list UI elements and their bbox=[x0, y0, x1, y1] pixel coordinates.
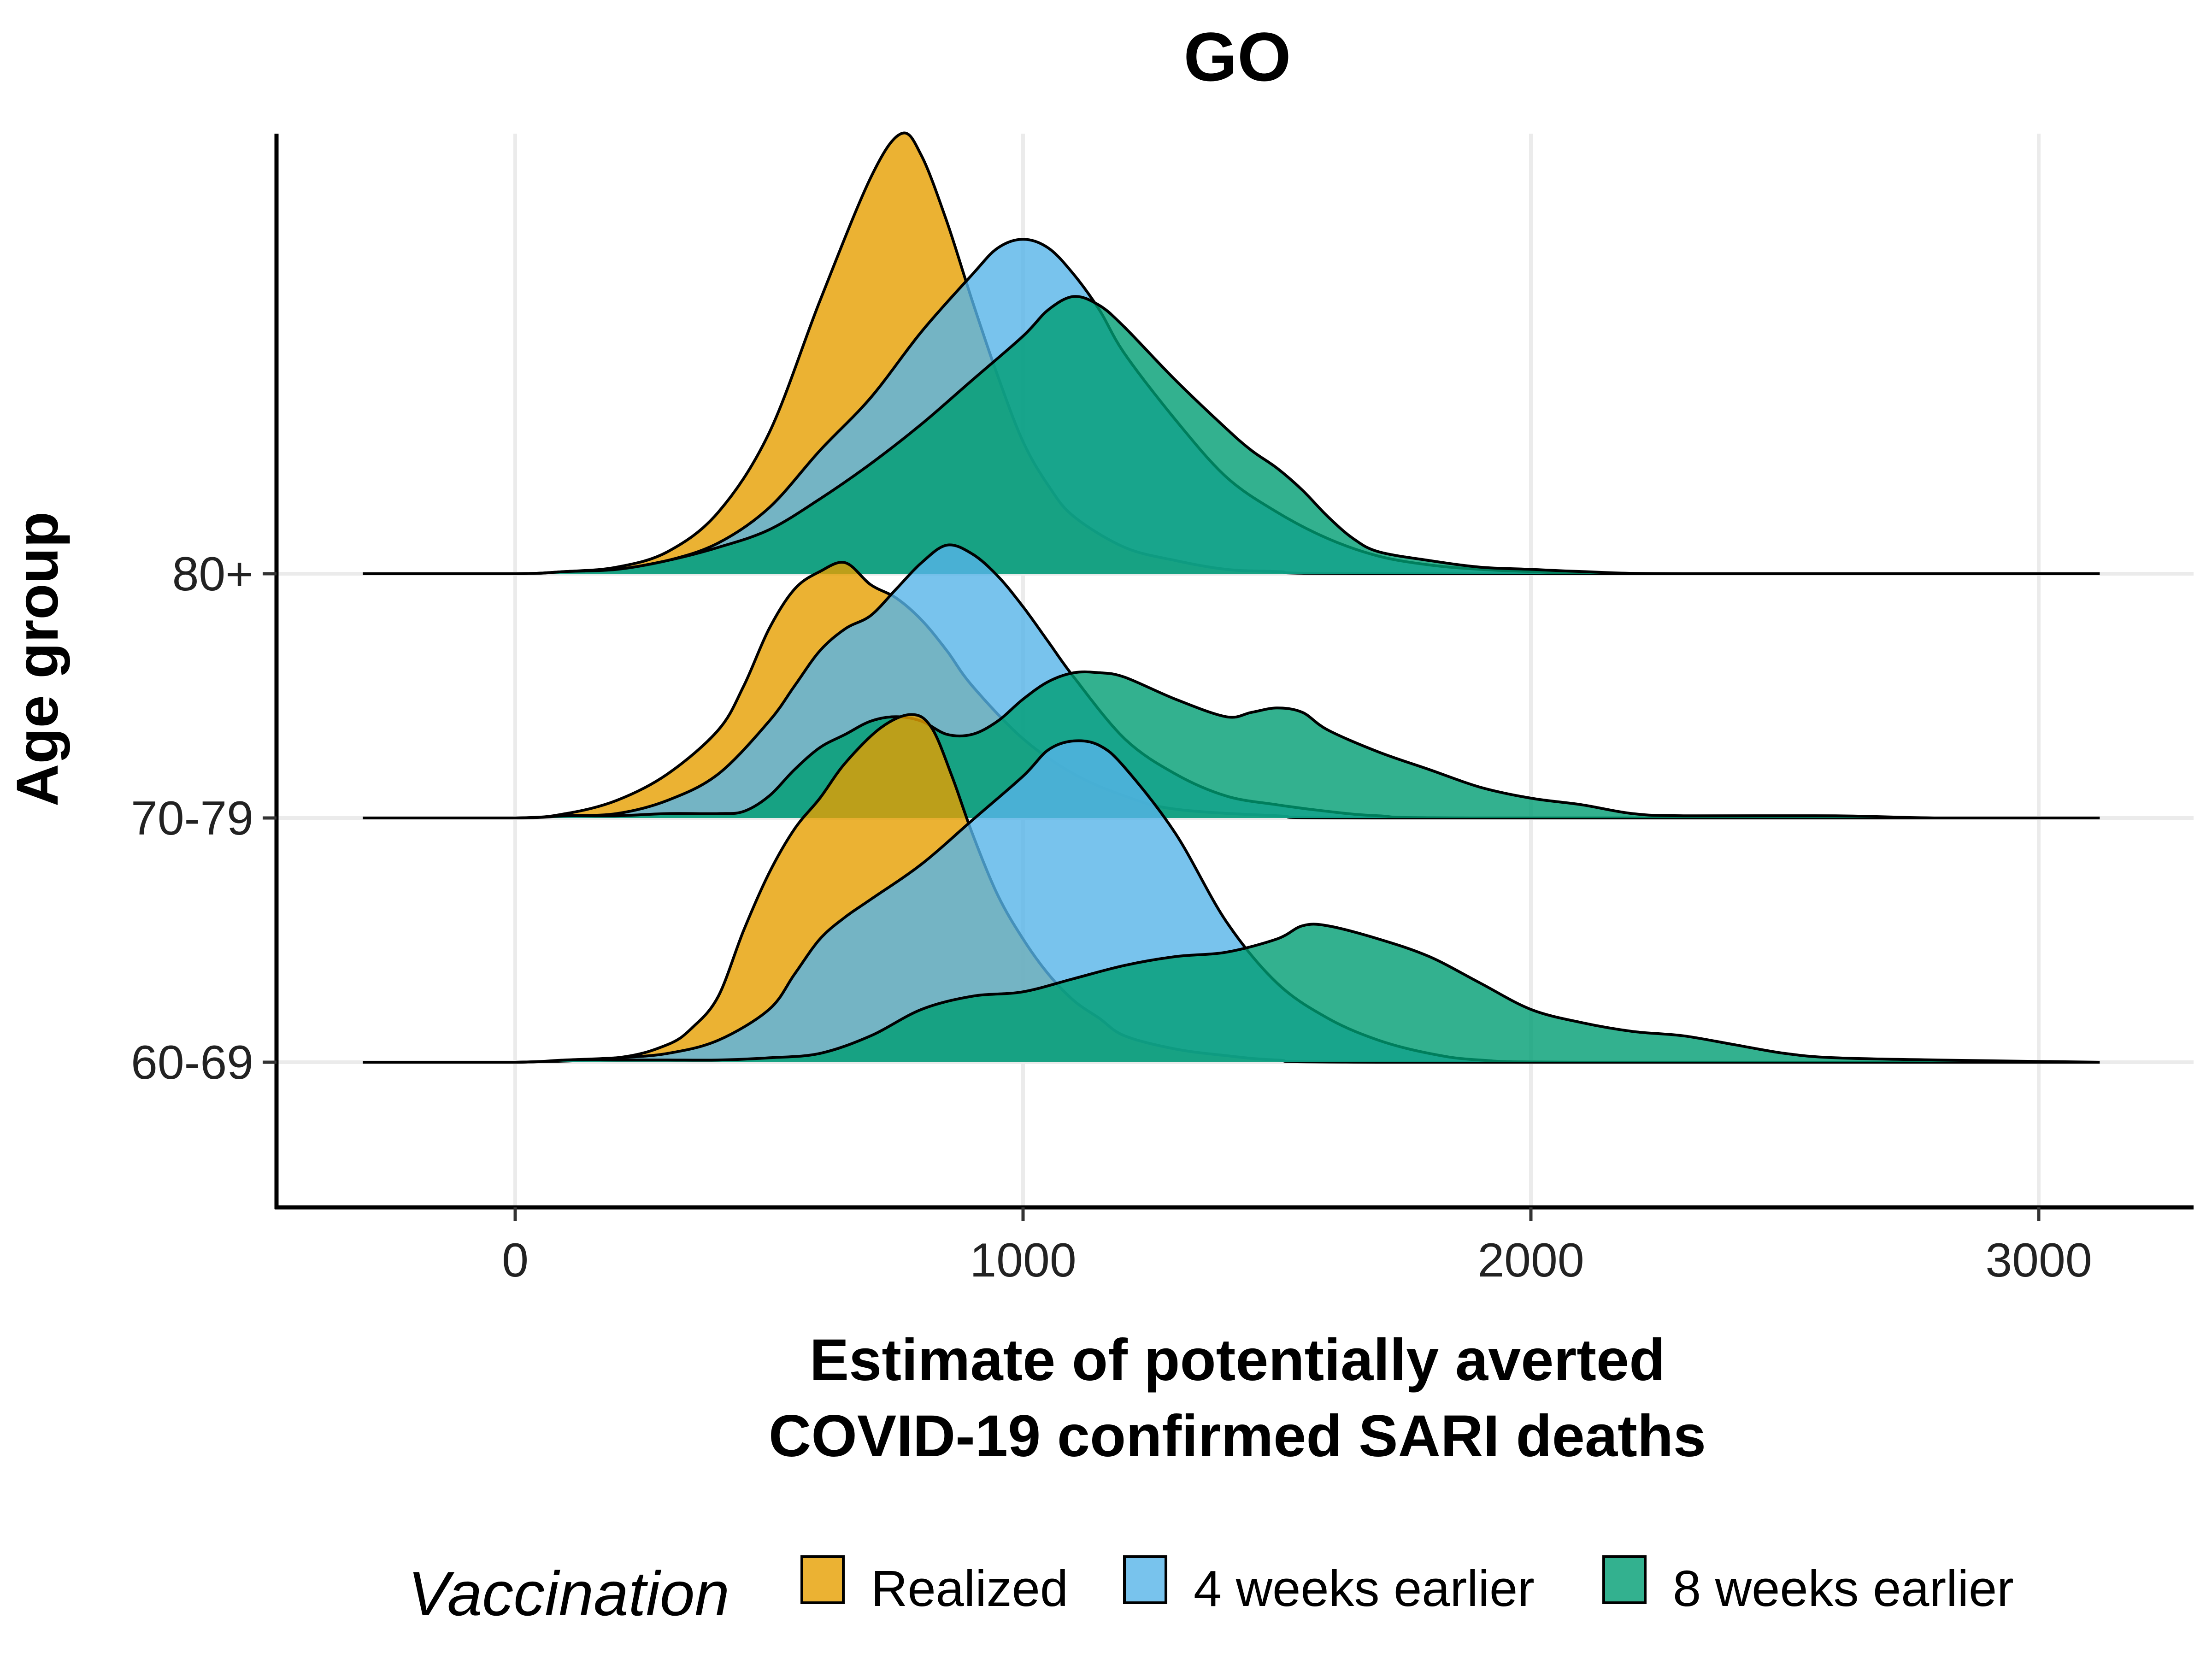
legend: Vaccination Realized 4 weeks earlier 8 w… bbox=[408, 1555, 2014, 1629]
y-axis-title: Age group bbox=[5, 512, 71, 806]
x-tick-label-2000: 2000 bbox=[1477, 1234, 1584, 1287]
axes: 0 1000 2000 3000 80+ 70-79 60-69 bbox=[131, 134, 2194, 1287]
ridge-line-8-weeks-earlier-60-69 bbox=[363, 923, 2100, 1064]
ridge-fill-4-weeks-earlier-70-79 bbox=[363, 545, 2100, 818]
y-tick-label-80plus: 80+ bbox=[172, 547, 253, 601]
legend-label-4-weeks-earlier: 4 weeks earlier bbox=[1194, 1560, 1535, 1617]
x-axis-title-line-1: Estimate of potentially averted bbox=[810, 1327, 1665, 1393]
x-axis-title-line-2: COVID-19 confirmed SARI deaths bbox=[769, 1403, 1706, 1469]
y-tick-label-70-79: 70-79 bbox=[131, 792, 253, 845]
ridge-line-8-weeks-earlier-70-79 bbox=[363, 671, 2100, 820]
legend-swatch-8-weeks-earlier bbox=[1602, 1555, 1647, 1604]
x-tick-label-0: 0 bbox=[502, 1234, 529, 1287]
x-tick-label-1000: 1000 bbox=[970, 1234, 1076, 1287]
ridge-fill-8-weeks-earlier-70-79 bbox=[363, 672, 2100, 818]
ridge-fill-4-weeks-earlier-80plus bbox=[363, 239, 2100, 574]
legend-label-8-weeks-earlier: 8 weeks earlier bbox=[1673, 1560, 2014, 1617]
legend-swatch-4-weeks-earlier bbox=[1123, 1555, 1167, 1604]
legend-title: Vaccination bbox=[408, 1559, 729, 1629]
ridges bbox=[363, 131, 2100, 1064]
ridge-fill-8-weeks-earlier-60-69 bbox=[363, 924, 2100, 1062]
legend-label-realized: Realized bbox=[871, 1560, 1068, 1617]
legend-swatch-realized bbox=[800, 1555, 845, 1604]
y-tick-label-60-69: 60-69 bbox=[131, 1036, 253, 1089]
ridge-fill-realized-80plus bbox=[363, 133, 2100, 574]
ridge-fill-4-weeks-earlier-60-69 bbox=[363, 741, 2100, 1062]
x-tick-label-3000: 3000 bbox=[1985, 1234, 2092, 1287]
chart-title: GO bbox=[1183, 18, 1291, 95]
ridge-line-8-weeks-earlier-80plus bbox=[363, 295, 2100, 576]
ridge-fill-8-weeks-earlier-80plus bbox=[363, 296, 2100, 574]
